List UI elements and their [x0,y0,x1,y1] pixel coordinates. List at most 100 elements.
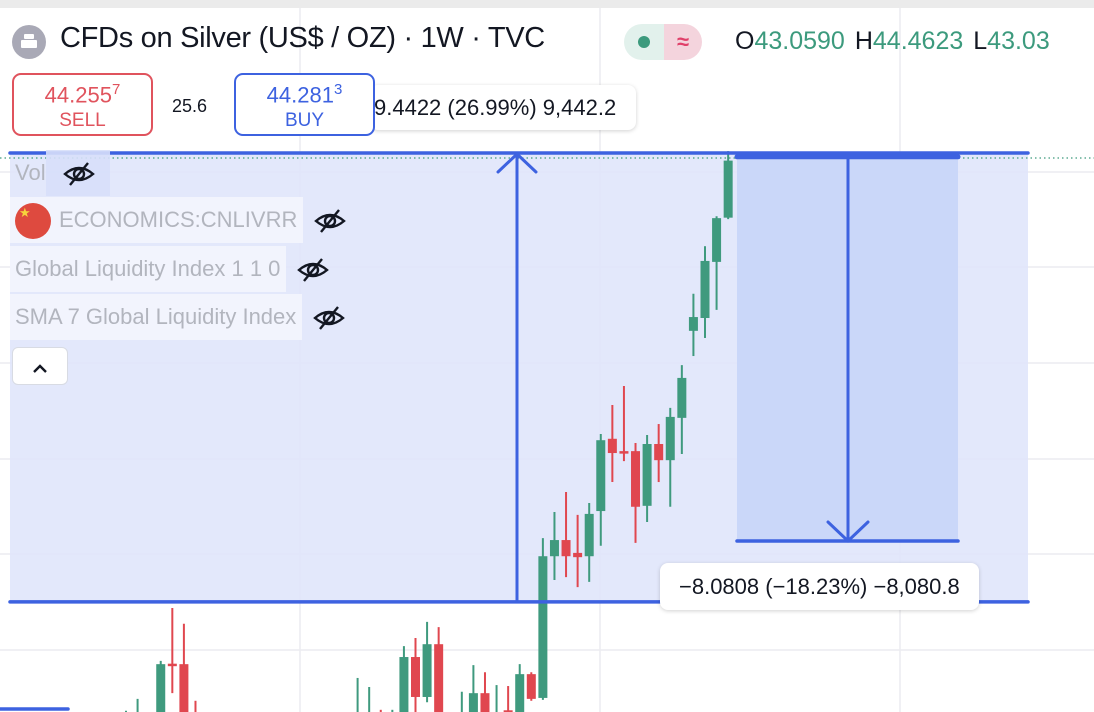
candle-body [468,693,478,712]
candle-body [156,664,166,712]
candle [607,405,617,483]
candle-body [584,513,594,557]
candle-body [526,674,536,699]
ohlc-high-label: H [854,27,873,55]
candle [561,492,571,578]
delayed-data-icon: ≈ [664,24,702,60]
candle [526,672,536,701]
candle-body [677,377,687,418]
collapse-legend-button[interactable] [12,347,68,385]
candle-body [549,540,559,557]
candle-body [503,710,513,712]
candle [480,672,490,712]
legend-item-cnlivrr[interactable]: ECONOMICS:CNLIVRR [10,197,347,243]
eye-off-icon[interactable] [312,305,346,331]
candle [665,407,675,507]
ohlc-low-label: L [973,27,988,55]
candle [631,443,641,543]
candle-body [179,664,189,712]
candle-body [573,552,583,558]
candle [411,638,420,712]
candle [723,151,733,220]
candle-body [399,657,409,712]
legend-label: SMA 7 Global Liquidity Index [10,294,303,340]
candle-body [619,451,629,454]
sell-price-pip: 7 [111,81,121,98]
market-status[interactable]: ≈ [624,24,702,60]
buy-label: BUY [284,110,325,132]
candle [167,608,177,694]
candle-body [596,440,606,512]
candle [596,434,606,546]
legend-item-vol[interactable]: Vol [10,150,110,196]
eye-off-icon[interactable] [296,257,330,283]
silver-bars-icon [12,25,46,59]
ohlc-high-value: 44.4623 [872,27,964,55]
sell-price-main: 44.255 [44,82,112,108]
candle [549,512,559,580]
buy-price-pip: 3 [333,81,343,98]
chevron-up-icon [33,364,47,373]
buy-button[interactable]: 44.2813 BUY [234,73,375,136]
candle [356,677,359,712]
candle [538,538,548,700]
candle-body [723,160,733,218]
candle [503,686,513,712]
eye-off-icon[interactable] [313,208,347,234]
measure-down-arrowhead [826,520,850,543]
spread-value: 25.6 [172,96,208,116]
candle [156,660,166,712]
candle-body [538,556,548,698]
candle [194,700,197,712]
legend-label: ECONOMICS:CNLIVRR [59,207,298,232]
candle [179,623,189,712]
ohlc-open-label: O [735,27,755,55]
candle [468,665,478,712]
candle [584,502,594,582]
ohlc-open-value: 43.0590 [754,27,845,55]
measure-up-arrowhead [515,152,538,174]
candle [399,646,409,712]
candle-body [480,693,490,712]
candle-body [700,260,710,318]
candles [125,151,733,712]
candle-body [561,540,571,557]
legend-item-global-liquidity[interactable]: Global Liquidity Index 1 1 0 [10,246,330,292]
candle-body [654,444,664,461]
sell-button[interactable]: 44.2557 SELL [12,73,153,136]
buy-price: 44.2813 [236,81,373,108]
candle [700,246,710,338]
candle [495,685,498,712]
measure-down-label: −8.0808 (−18.23%) −8,080.8 [660,563,979,610]
chart-title: CFDs on Silver (US$ / OZ) · 1W · TVC [60,22,545,54]
measure-up-arrowhead [496,152,519,174]
candle-body [167,663,177,667]
market-open-dot-icon [624,24,664,60]
candle-body [422,644,432,697]
legend-label: Global Liquidity Index 1 1 0 [10,246,287,292]
ohlc-low-value: 43.03 [987,27,1050,55]
candle-body [631,451,641,507]
candle [712,216,722,310]
china-flag-icon [15,203,51,240]
legend-label: Vol [15,160,46,185]
candle [654,424,664,483]
candle [573,514,583,588]
window-top-bar [0,0,1094,8]
candle [677,365,687,454]
candle [619,385,629,462]
candle-body [688,317,698,331]
candle [368,686,371,712]
legend-item-sma7[interactable]: SMA 7 Global Liquidity Index [10,294,346,340]
sell-label: SELL [59,110,106,132]
candle [136,698,139,712]
eye-off-icon[interactable] [62,161,96,187]
candle [434,627,444,712]
candle [422,621,432,703]
candle-body [515,674,525,712]
candle-body [642,444,652,506]
candle [515,664,525,712]
candle-body [411,657,420,697]
candle [688,293,698,357]
